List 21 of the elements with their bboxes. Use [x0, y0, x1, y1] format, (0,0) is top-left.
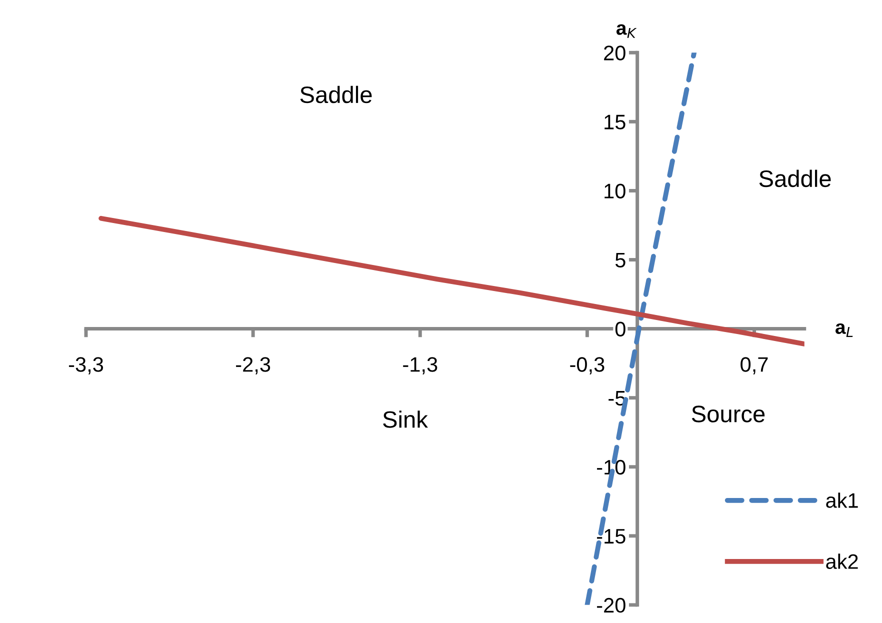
x-tick-label: -2,3 [236, 357, 270, 374]
y-tick-label: -15 [597, 529, 626, 544]
y-tick-label: 10 [604, 184, 626, 198]
x-axis-title: a$_{L}$ [836, 323, 853, 337]
y-tick-label: 20 [604, 46, 626, 60]
x-tick-label: -0,3 [570, 357, 604, 374]
annotation: Sink [383, 410, 428, 428]
y-tick-label: 0 [615, 322, 626, 337]
legend-label: ak1 [826, 492, 858, 508]
y-tick-label: -20 [597, 598, 626, 613]
x-tick-label: -3,3 [68, 357, 104, 374]
line-series [98, 216, 804, 346]
y-tick-label: 15 [604, 114, 626, 130]
y-tick-label: 5 [615, 252, 626, 268]
annotation: Source [692, 406, 765, 422]
x-tick-label: 0,7 [740, 357, 768, 374]
y-axis-title: a$_{K}$ [616, 24, 637, 38]
x-tick-label: -1,3 [403, 357, 438, 374]
legend-label: ak2 [826, 554, 858, 569]
annotation: Saddle [759, 170, 831, 188]
annotation: Saddle [300, 86, 372, 104]
